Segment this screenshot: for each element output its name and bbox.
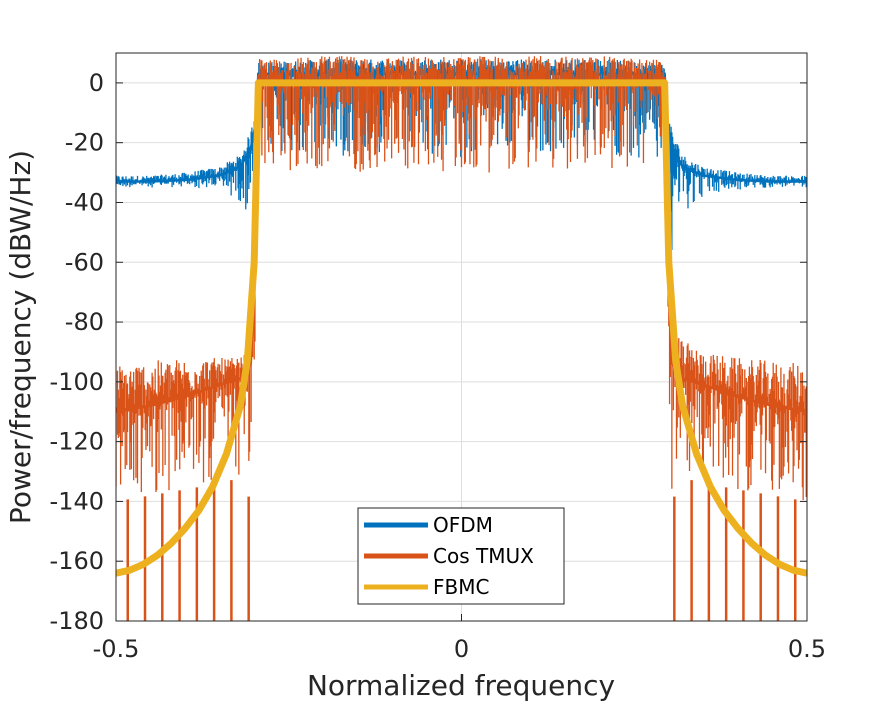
legend: OFDM Cos TMUX FBMC [357, 507, 565, 605]
x-axis-title: Normalized frequency [307, 669, 615, 702]
x-tick-label: 0 [454, 635, 469, 663]
x-tick-label: 0.5 [788, 635, 826, 663]
y-tick-label: -60 [65, 248, 104, 276]
series-layer [116, 56, 807, 621]
y-tick-label: -160 [50, 547, 104, 575]
x-tick-label: -0.5 [93, 635, 140, 663]
y-tick-label: -180 [50, 607, 104, 635]
ticks: 0 -20 -40 -60 -80 -100 -120 -140 -160 -180-0.5 0 0.… [50, 69, 827, 663]
series-fbmc [116, 79, 807, 577]
y-tick-label: -80 [65, 308, 104, 336]
y-tick-label: -40 [65, 188, 104, 216]
series-ofdm-line [116, 72, 807, 183]
y-tick-label: -120 [50, 428, 104, 456]
legend-label-ofdm: OFDM [433, 513, 493, 537]
series-fbmc-line [116, 79, 807, 577]
y-axis-title: Power/frequency (dBW/Hz) [4, 150, 37, 524]
y-tick-label: 0 [89, 69, 104, 97]
y-tick-label: -20 [65, 129, 104, 157]
y-tick-label: -100 [50, 368, 104, 396]
legend-label-fbmc: FBMC [433, 575, 489, 599]
y-tick-label: -140 [50, 487, 104, 515]
legend-label-cos-tmux: Cos TMUX [433, 544, 534, 568]
